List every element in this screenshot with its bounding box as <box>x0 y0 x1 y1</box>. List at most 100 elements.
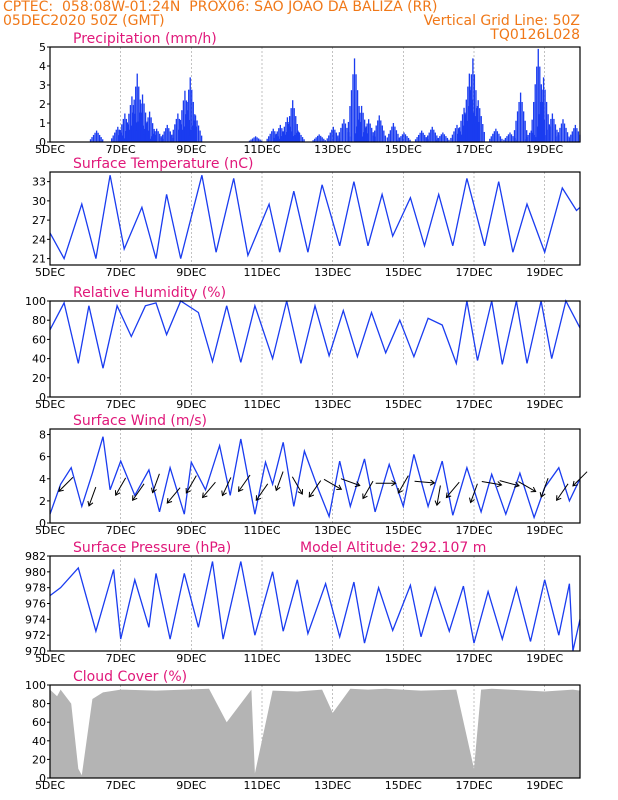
x-tick-label: 15DEC <box>385 524 422 537</box>
wind-arrow-shaft <box>291 476 303 495</box>
precip-bar <box>416 137 418 142</box>
precip-bar <box>507 134 510 142</box>
precip-bar <box>501 138 503 142</box>
precip-bar <box>525 137 528 142</box>
precip-bar <box>482 124 484 142</box>
wind-arrow-shaft <box>185 475 197 494</box>
precip-bar <box>346 127 348 142</box>
precip-bar <box>461 114 464 142</box>
x-tick-label: 19DEC <box>526 779 563 792</box>
panel-title: Relative Humidity (%) <box>73 285 226 301</box>
wind-arrow-head <box>572 480 578 487</box>
precip-bar <box>550 118 552 142</box>
precip-bar <box>274 131 276 142</box>
y-tick-label: 40 <box>32 353 46 366</box>
precip-bar <box>181 110 183 142</box>
precip-bar <box>369 123 371 142</box>
precip-bar <box>335 132 338 142</box>
precip-bar <box>372 135 374 142</box>
wind-arrow-head <box>354 481 361 488</box>
precip-bar <box>356 126 358 142</box>
precip-bar <box>537 48 539 142</box>
precip-bar <box>562 119 564 142</box>
panel-title: Cloud Cover (%) <box>73 669 187 685</box>
precip-bar <box>526 130 528 142</box>
wind-arrow-shaft <box>481 480 502 486</box>
precip-bar <box>462 125 464 142</box>
x-tick-label: 5DEC <box>35 266 65 279</box>
x-tick-label: 5DEC <box>35 398 65 411</box>
precip-bar <box>547 129 549 142</box>
precip-bar <box>362 112 364 142</box>
x-tick-label: 17DEC <box>455 266 492 279</box>
precip-bar <box>94 132 96 142</box>
precip-bar <box>295 116 297 142</box>
precip-bar <box>128 113 130 142</box>
wind-arrow-shaft <box>362 480 374 499</box>
precip-bar <box>156 128 158 142</box>
precip-bar <box>577 131 580 142</box>
precip-bar <box>431 126 433 142</box>
precip-bar <box>353 58 356 142</box>
precip-bar <box>114 132 116 142</box>
precip-bar <box>294 134 296 142</box>
precip-bar <box>433 129 435 142</box>
panel-frame <box>49 171 581 266</box>
wind-arrow-head <box>255 495 262 501</box>
wind-arrow-head <box>434 500 441 507</box>
precip-bar <box>392 123 395 142</box>
precip-bar <box>518 101 520 142</box>
precip-bar <box>355 74 357 142</box>
wind-arrow-shaft <box>340 478 360 486</box>
precip-bar <box>341 123 344 142</box>
x-tick-label: 9DEC <box>176 779 206 792</box>
precip-bar <box>132 105 135 142</box>
precip-bar <box>280 136 282 142</box>
wind-arrow-head <box>397 487 403 494</box>
precip-bar <box>281 128 283 142</box>
x-tick-label: 19DEC <box>526 652 563 665</box>
x-tick-label: 13DEC <box>314 398 351 411</box>
precip-bar <box>151 123 154 142</box>
precip-bar <box>450 137 452 142</box>
wind-arrow-head <box>58 486 64 493</box>
precip-bar <box>542 77 545 142</box>
precip-bar <box>282 131 284 142</box>
precip-bar <box>140 103 142 142</box>
precip-bar <box>157 131 159 142</box>
precip-bar <box>576 128 578 142</box>
x-tick-label: 13DEC <box>314 652 351 665</box>
precip-bar <box>324 140 326 142</box>
precip-bar <box>368 119 370 142</box>
precip-bar <box>522 111 525 142</box>
precip-bar <box>356 90 359 142</box>
precip-bar <box>163 131 165 142</box>
precip-bar <box>138 112 141 142</box>
precip-bar <box>149 138 152 142</box>
precip-bar <box>545 101 548 142</box>
x-tick-label: 7DEC <box>106 266 136 279</box>
wind-arrow-head <box>132 495 138 501</box>
precip-bar <box>100 137 102 142</box>
wind-arrow-head <box>429 479 436 486</box>
x-tick-label: 13DEC <box>314 266 351 279</box>
x-tick-label: 11DEC <box>243 779 280 792</box>
precip-bar <box>326 138 328 142</box>
x-tick-label: 11DEC <box>243 398 280 411</box>
wind-arrow-shaft <box>88 486 97 507</box>
wind-arrow-head <box>530 486 537 493</box>
precip-bar <box>548 124 551 142</box>
series-line <box>49 299 581 369</box>
precip-bar <box>142 125 144 142</box>
precip-bar <box>476 106 479 142</box>
y-tick-label: 976 <box>25 598 46 611</box>
precip-bar <box>538 114 540 142</box>
precip-bar <box>473 74 476 142</box>
precip-bar <box>360 105 363 142</box>
precip-bar <box>419 132 421 142</box>
precip-bar <box>197 125 200 142</box>
precip-bar <box>160 137 162 142</box>
precip-bar <box>278 128 280 142</box>
precip-bar <box>199 130 201 142</box>
precip-bar <box>272 128 274 142</box>
